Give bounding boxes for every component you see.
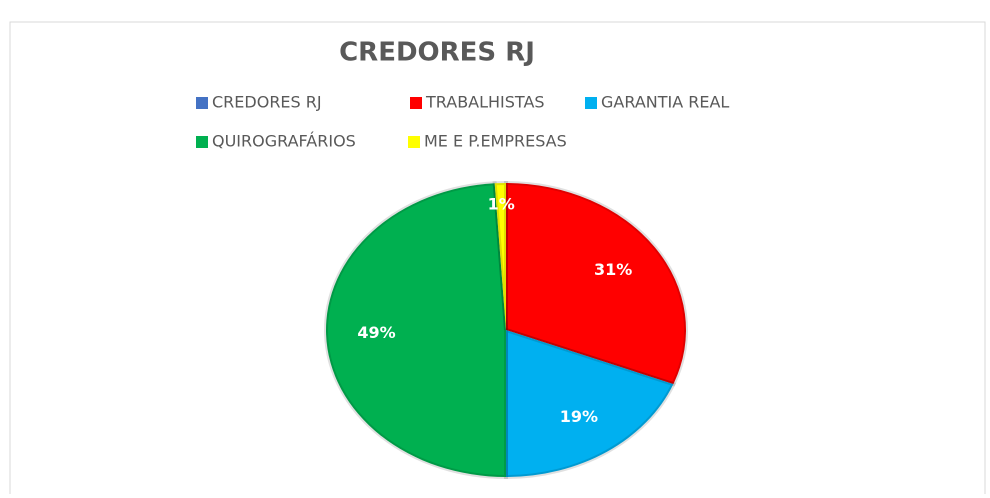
- legend-swatch: [585, 97, 597, 109]
- chart-title: CREDORES RJ: [339, 38, 535, 68]
- legend-label: ME E P.EMPRESAS: [424, 132, 567, 151]
- pie-slice: [324, 181, 508, 480]
- data-label: 49%: [357, 323, 395, 342]
- data-label: 31%: [594, 260, 632, 279]
- data-label: 19%: [560, 407, 598, 426]
- legend-swatch: [196, 97, 208, 109]
- legend-label: CREDORES RJ: [212, 93, 322, 112]
- pie-slice: [504, 327, 677, 480]
- data-label: 1%: [488, 195, 515, 214]
- pie-slice: [504, 180, 688, 387]
- legend-label: QUIROGRAFÁRIOS: [212, 132, 356, 151]
- legend-label: GARANTIA REAL: [601, 93, 729, 112]
- pie-slice: [492, 180, 508, 331]
- legend-swatch: [408, 136, 420, 148]
- legend-swatch: [410, 97, 422, 109]
- legend-label: TRABALHISTAS: [425, 93, 545, 112]
- chart-frame: [9, 21, 986, 498]
- legend-swatch: [196, 136, 208, 148]
